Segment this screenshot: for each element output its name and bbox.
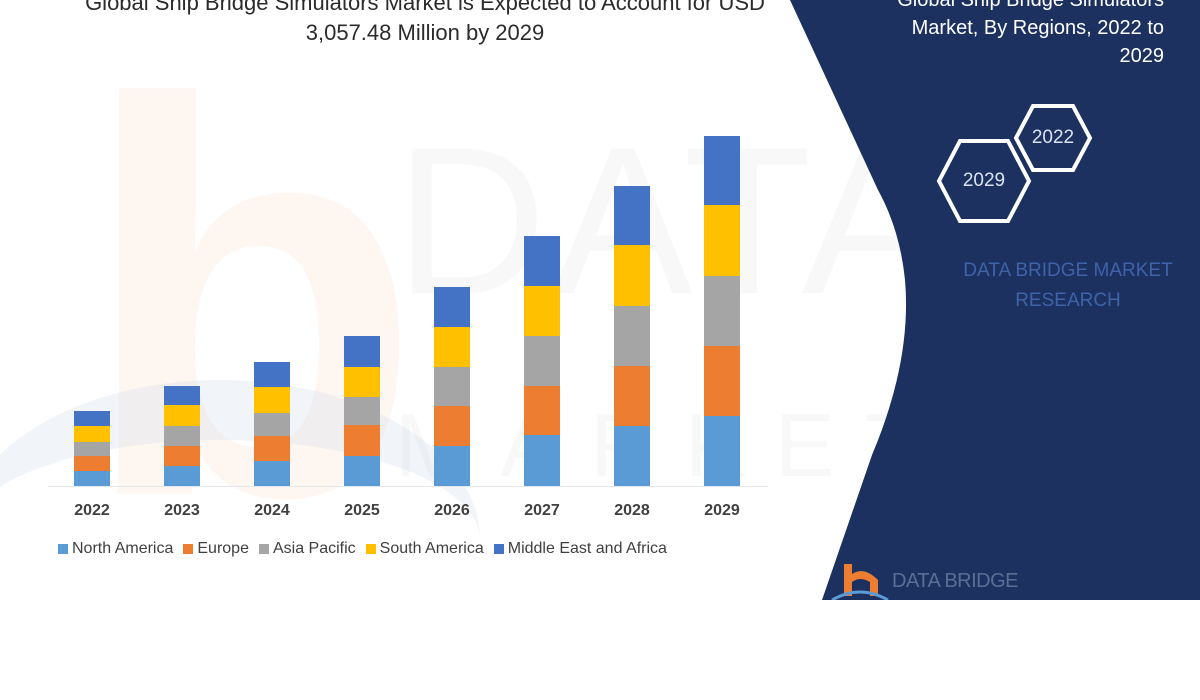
bar-2023 bbox=[164, 385, 200, 486]
bar-segment-south-america bbox=[344, 366, 380, 397]
legend-item-south-america: South America bbox=[365, 540, 484, 558]
chart-legend: North America Europe Asia Pacific South Ame… bbox=[58, 540, 667, 558]
bar-segment-north-america bbox=[434, 446, 470, 486]
brand-text: DATA BRIDGE MARKET RESEARCH bbox=[928, 256, 1200, 316]
bar-segment-europe bbox=[434, 406, 470, 447]
bar-segment-middle-east-and-africa bbox=[164, 385, 200, 405]
bar-segment-south-america bbox=[434, 327, 470, 368]
hexagon-2029: 2029 bbox=[936, 138, 1032, 224]
bar-segment-south-america bbox=[704, 205, 740, 277]
legend-item-middle-east-and-africa: Middle East and Africa bbox=[493, 540, 667, 558]
x-axis-line bbox=[48, 486, 768, 487]
bar-segment-middle-east-and-africa bbox=[614, 186, 650, 246]
legend-item-north-america: North America bbox=[58, 540, 173, 558]
bar-segment-south-america bbox=[254, 387, 290, 414]
bar-segment-south-america bbox=[164, 404, 200, 426]
bar-segment-asia-pacific bbox=[524, 335, 560, 386]
company-logo: DATA BRIDGE bbox=[830, 560, 1040, 600]
bar-2024 bbox=[254, 362, 290, 486]
bar-segment-north-america bbox=[524, 434, 560, 486]
bar-segment-north-america bbox=[344, 456, 380, 486]
legend-swatch-icon bbox=[258, 544, 269, 554]
bar-segment-middle-east-and-africa bbox=[344, 335, 380, 367]
bar-segment-asia-pacific bbox=[344, 396, 380, 425]
chart-title-line-1: Global Ship Bridge Simulators Market is … bbox=[85, 0, 765, 15]
panel-title-line-3: 2029 bbox=[1119, 45, 1165, 67]
legend-label: Europe bbox=[197, 540, 249, 557]
hexagon-label-2022: 2022 bbox=[1031, 127, 1075, 148]
x-axis-label: 2025 bbox=[344, 502, 380, 519]
bar-segment-europe bbox=[704, 346, 740, 417]
x-axis-label: 2028 bbox=[614, 502, 650, 519]
bar-segment-middle-east-and-africa bbox=[434, 287, 470, 328]
brand-line-1: DATA BRIDGE MARKET bbox=[963, 260, 1173, 281]
bar-segment-europe bbox=[254, 436, 290, 462]
legend-swatch-icon bbox=[183, 544, 194, 554]
bar-segment-europe bbox=[524, 385, 560, 435]
x-axis-label: 2023 bbox=[164, 502, 200, 519]
logo-text: DATA BRIDGE bbox=[892, 570, 1019, 592]
x-axis-label: 2029 bbox=[704, 502, 740, 519]
legend-swatch-icon bbox=[58, 544, 68, 554]
bar-segment-middle-east-and-africa bbox=[254, 362, 290, 388]
bar-segment-south-america bbox=[524, 285, 560, 336]
bar-segment-south-america bbox=[74, 426, 110, 443]
x-axis-label: 2027 bbox=[524, 502, 560, 519]
bar-2026 bbox=[434, 287, 470, 486]
brand-line-2: RESEARCH bbox=[1015, 290, 1121, 311]
bar-segment-asia-pacific bbox=[74, 442, 110, 457]
logo-mark-icon bbox=[831, 564, 889, 600]
bar-segment-north-america bbox=[164, 465, 200, 486]
bar-segment-middle-east-and-africa bbox=[704, 136, 740, 206]
panel-title-line-1: Global Ship Bridge Simulators bbox=[897, 0, 1164, 11]
chart-title: Global Ship Bridge Simulators Market is … bbox=[40, 0, 810, 48]
bar-segment-asia-pacific bbox=[434, 367, 470, 407]
legend-label: Middle East and Africa bbox=[507, 540, 667, 557]
stacked-bar-chart: 2022 2023 2024 2025 2026 2027 2028 2029 bbox=[48, 136, 768, 519]
bar-segment-north-america bbox=[74, 471, 110, 486]
bar-segment-europe bbox=[614, 366, 650, 427]
bar-segment-north-america bbox=[254, 461, 290, 486]
bar-segment-asia-pacific bbox=[164, 425, 200, 446]
bar-segment-asia-pacific bbox=[704, 276, 740, 347]
bar-segment-europe bbox=[344, 424, 380, 456]
bar-segment-asia-pacific bbox=[254, 413, 290, 437]
legend-swatch-icon bbox=[493, 544, 504, 554]
bar-segment-north-america bbox=[614, 426, 650, 486]
hexagon-2022: 2022 bbox=[1013, 103, 1093, 173]
chart-title-line-2: 3,057.48 Million by 2029 bbox=[305, 20, 545, 45]
bar-segment-asia-pacific bbox=[614, 306, 650, 367]
bar-segment-south-america bbox=[614, 245, 650, 307]
panel-title: Global Ship Bridge Simulators Market, By… bbox=[804, 0, 1164, 70]
bar-2028 bbox=[614, 186, 650, 486]
bar-segment-middle-east-and-africa bbox=[74, 411, 110, 427]
bar-segment-europe bbox=[164, 445, 200, 466]
bar-2029 bbox=[704, 136, 740, 486]
legend-label: North America bbox=[72, 540, 174, 557]
bar-2027 bbox=[524, 235, 560, 486]
bar-2025 bbox=[344, 335, 380, 486]
bar-segment-north-america bbox=[704, 416, 740, 486]
x-axis-label: 2026 bbox=[434, 502, 470, 519]
hexagon-label-2029: 2029 bbox=[962, 170, 1006, 191]
legend-item-europe: Europe bbox=[183, 540, 249, 558]
bar-segment-middle-east-and-africa bbox=[524, 235, 560, 286]
hexagon-icon bbox=[1013, 104, 1093, 172]
hexagon-icon bbox=[936, 139, 1032, 223]
x-axis-label: 2024 bbox=[254, 502, 290, 519]
legend-label: Asia Pacific bbox=[272, 540, 356, 557]
panel-title-line-2: Market, By Regions, 2022 to bbox=[911, 17, 1164, 39]
legend-item-asia-pacific: Asia Pacific bbox=[258, 540, 356, 558]
bar-2022 bbox=[74, 411, 110, 486]
bar-segment-europe bbox=[74, 456, 110, 471]
x-axis-label: 2022 bbox=[74, 502, 110, 519]
legend-label: South America bbox=[379, 540, 484, 557]
legend-swatch-icon bbox=[365, 544, 376, 554]
